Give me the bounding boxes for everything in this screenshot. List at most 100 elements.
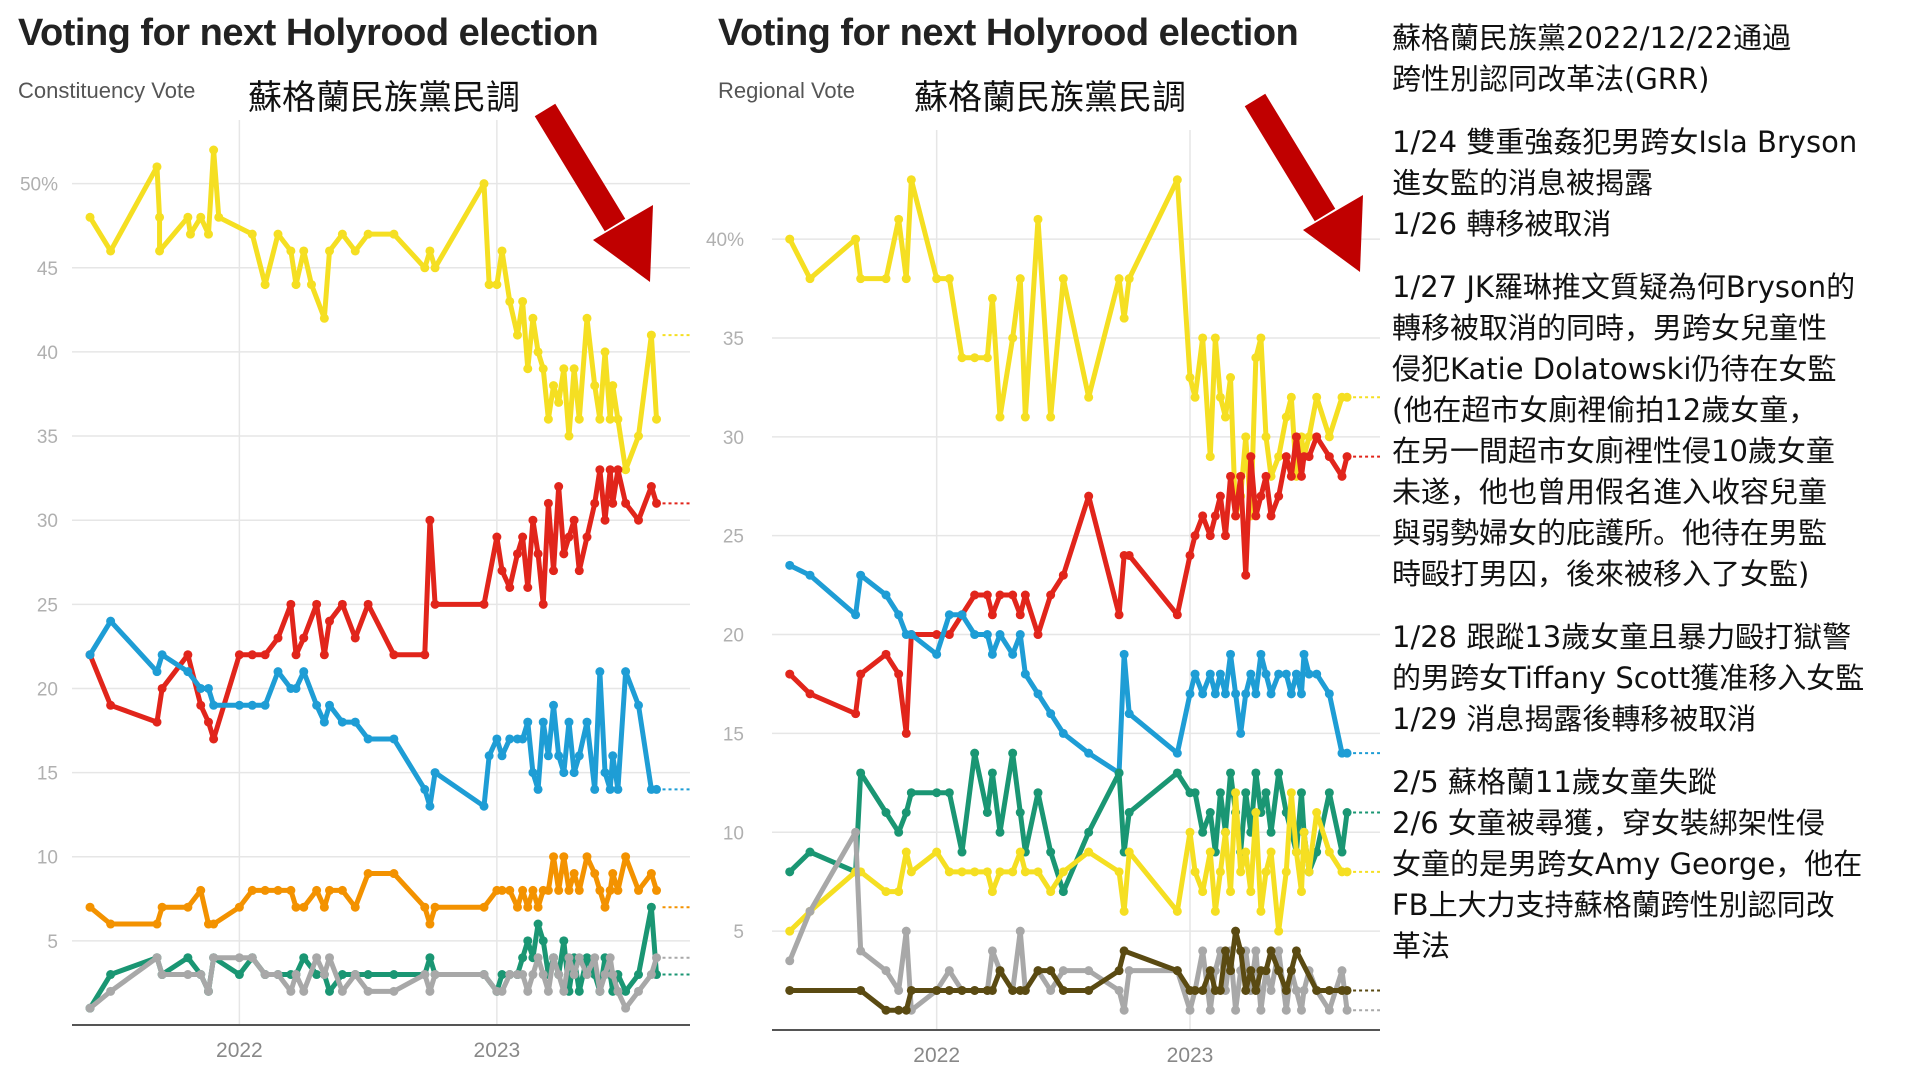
data-point — [1119, 906, 1129, 916]
data-point — [543, 498, 553, 508]
y-tick-label: 45 — [37, 259, 58, 280]
data-point — [1312, 808, 1322, 817]
data-point — [1324, 985, 1334, 995]
note-line: FB上大力支持蘇格蘭跨性別認同改 — [1392, 888, 1835, 922]
data-point — [484, 751, 494, 761]
data-point — [1312, 432, 1322, 442]
data-point — [1296, 689, 1306, 699]
data-point — [944, 867, 954, 877]
data-point — [1020, 985, 1030, 995]
data-point — [319, 717, 329, 727]
data-point — [582, 970, 592, 980]
constituency-chart-panel: Voting for next Holyrood election Consti… — [0, 0, 700, 1080]
data-point — [785, 985, 795, 995]
series-line — [87, 618, 660, 809]
y-tick-label: 35 — [723, 329, 744, 350]
data-point — [1033, 788, 1043, 798]
data-point — [479, 801, 489, 811]
data-point — [901, 728, 911, 738]
data-point — [1251, 511, 1261, 521]
data-point — [634, 885, 643, 895]
data-point — [944, 966, 954, 976]
data-point — [155, 212, 165, 222]
data-point — [901, 1005, 911, 1015]
data-point — [785, 867, 795, 877]
data-point — [621, 465, 631, 475]
x-tick-label: 2022 — [913, 1044, 960, 1067]
data-point — [1020, 590, 1030, 600]
data-point — [319, 970, 329, 980]
data-point — [957, 353, 967, 363]
data-point — [634, 970, 643, 980]
data-point — [595, 885, 605, 895]
data-point — [785, 956, 795, 966]
data-point — [512, 549, 522, 559]
data-point — [1198, 887, 1208, 897]
data-point — [209, 919, 219, 929]
data-point — [1342, 808, 1352, 817]
note-line: 在另一間超市女廁裡性侵10歲女童 — [1392, 434, 1835, 468]
data-point — [1033, 214, 1043, 224]
data-point — [1296, 887, 1306, 897]
data-point — [196, 700, 206, 710]
data-point — [389, 869, 399, 879]
data-point — [1342, 392, 1352, 402]
data-point — [209, 145, 219, 155]
data-point — [492, 532, 502, 542]
data-point — [1337, 847, 1347, 857]
data-point — [1058, 570, 1068, 580]
data-point — [1304, 867, 1314, 877]
data-point — [569, 364, 579, 374]
series-line — [787, 177, 1350, 519]
data-point — [600, 768, 610, 778]
data-point — [1015, 808, 1025, 817]
data-point — [1274, 768, 1284, 778]
data-point — [1084, 748, 1094, 758]
data-point — [286, 246, 296, 256]
timeline-notes: 蘇格蘭民族黨2022/12/22通過 跨性別認同改革法(GRR) 1/24 雙重強姦… — [1392, 18, 1914, 989]
data-point — [1281, 985, 1291, 995]
data-point — [1261, 669, 1271, 679]
data-point — [805, 274, 815, 284]
data-point — [646, 330, 656, 340]
data-point — [1286, 392, 1296, 402]
data-point — [1266, 847, 1276, 857]
data-point — [1220, 689, 1230, 699]
data-point — [932, 985, 942, 995]
data-point — [1256, 333, 1266, 343]
data-point — [1190, 788, 1200, 798]
data-point — [785, 926, 795, 936]
data-point — [652, 414, 662, 424]
data-point — [590, 381, 600, 391]
data-point — [549, 953, 559, 963]
data-point — [549, 566, 559, 576]
data-point — [1241, 689, 1251, 699]
data-point — [1172, 610, 1182, 620]
data-point — [325, 953, 334, 963]
data-point — [549, 381, 559, 391]
data-point — [291, 683, 301, 693]
data-point — [851, 610, 861, 620]
data-point — [533, 347, 543, 357]
note-line: 時毆打男囚，後來被移入了女監) — [1392, 557, 1810, 591]
data-point — [901, 926, 911, 936]
note-block: 1/24 雙重強姦犯男跨女Isla Bryson 進女監的消息被揭露 1/26 轉移… — [1392, 122, 1914, 245]
data-point — [479, 179, 489, 189]
note-line: 1/24 雙重強姦犯男跨女Isla Bryson — [1392, 125, 1858, 159]
data-point — [595, 465, 605, 475]
data-point — [260, 885, 270, 895]
data-point — [1185, 689, 1195, 699]
data-point — [1058, 887, 1068, 897]
data-point — [932, 649, 942, 659]
data-point — [337, 885, 347, 895]
data-point — [1198, 333, 1208, 343]
data-point — [1251, 689, 1261, 699]
data-point — [549, 700, 559, 710]
data-point — [894, 985, 904, 995]
data-point — [106, 700, 116, 710]
y-tick-label: 5 — [733, 922, 744, 943]
data-point — [1046, 887, 1056, 897]
data-point — [1015, 926, 1025, 936]
data-point — [1185, 827, 1195, 837]
data-point — [497, 885, 507, 895]
